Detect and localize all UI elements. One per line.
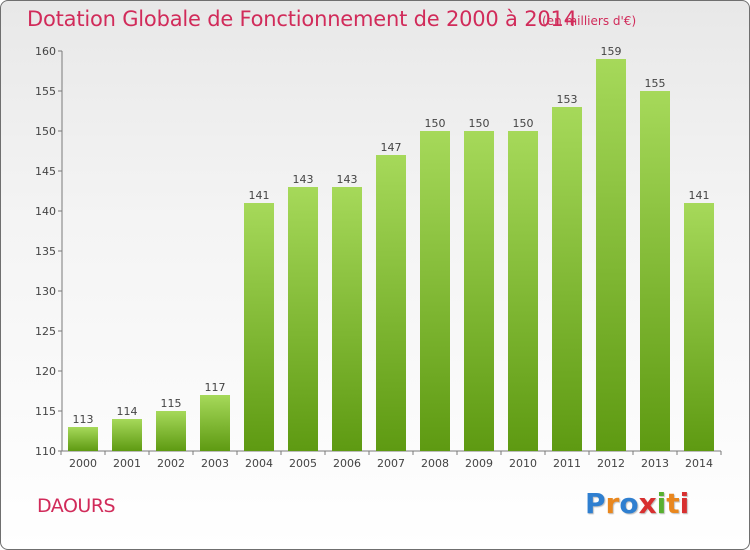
bar [68,427,98,451]
bar [332,187,362,451]
x-tick-label: 2011 [553,457,581,470]
y-tick-label: 115 [35,405,56,418]
logo-letter: P [585,487,606,520]
y-tick-label: 160 [35,45,56,58]
bar [508,131,538,451]
logo-letter: x [638,487,657,520]
labels: 2000 113 2001 114 2002 115 2003 117 2004 141 2005 1… [69,45,713,470]
bar [288,187,318,451]
data-label: 117 [205,381,226,394]
x-tick-label: 2007 [377,457,405,470]
bar [552,107,582,451]
data-label: 114 [117,405,138,418]
data-label: 159 [601,45,622,58]
y-tick-label: 120 [35,365,56,378]
bar [640,91,670,451]
bar [112,419,142,451]
x-tick-label: 2000 [69,457,97,470]
logo-letter: i [679,487,690,520]
data-label: 150 [469,117,490,130]
bar [420,131,450,451]
x-tick-label: 2014 [685,457,713,470]
chart-title: Dotation Globale de Fonctionnement de 20… [27,7,577,31]
y-tick-label: 145 [35,165,56,178]
data-label: 147 [381,141,402,154]
bar [596,59,626,451]
data-label: 155 [645,77,666,90]
proxiti-logo[interactable]: Proxiti [585,487,689,520]
data-label: 150 [513,117,534,130]
y-tick-label: 110 [35,445,56,458]
x-tick-label: 2010 [509,457,537,470]
bar [200,395,230,451]
data-label: 150 [425,117,446,130]
bar [376,155,406,451]
bar [684,203,714,451]
x-tick-label: 2013 [641,457,669,470]
y-tick-label: 155 [35,85,56,98]
y-tick-label: 125 [35,325,56,338]
x-tick-label: 2004 [245,457,273,470]
y-tick-label: 150 [35,125,56,138]
bar [156,411,186,451]
y-tick-label: 135 [35,245,56,258]
x-tick-label: 2001 [113,457,141,470]
data-label: 153 [557,93,578,106]
chart-subtitle: (en milliers d'€) [542,14,637,28]
x-tick-label: 2005 [289,457,317,470]
bar [464,131,494,451]
commune-name: DAOURS [37,495,116,517]
x-tick-label: 2009 [465,457,493,470]
bar [244,203,274,451]
data-label: 141 [689,189,710,202]
x-tick-label: 2012 [597,457,625,470]
y-tick-label: 140 [35,205,56,218]
logo-letter: o [619,487,639,520]
x-tick-label: 2008 [421,457,449,470]
logo-letter: i [656,487,667,520]
data-label: 113 [73,413,94,426]
x-tick-label: 2002 [157,457,185,470]
logo-letter: t [666,487,680,520]
data-label: 115 [161,397,182,410]
x-tick-label: 2006 [333,457,361,470]
data-label: 143 [337,173,358,186]
data-label: 143 [293,173,314,186]
y-tick-label: 130 [35,285,56,298]
x-tick-label: 2003 [201,457,229,470]
logo-letter: r [605,487,620,520]
data-label: 141 [249,189,270,202]
bars [68,59,714,451]
axes: 110 115 120 125 130 135 140 145 150 155 160 [35,45,722,458]
